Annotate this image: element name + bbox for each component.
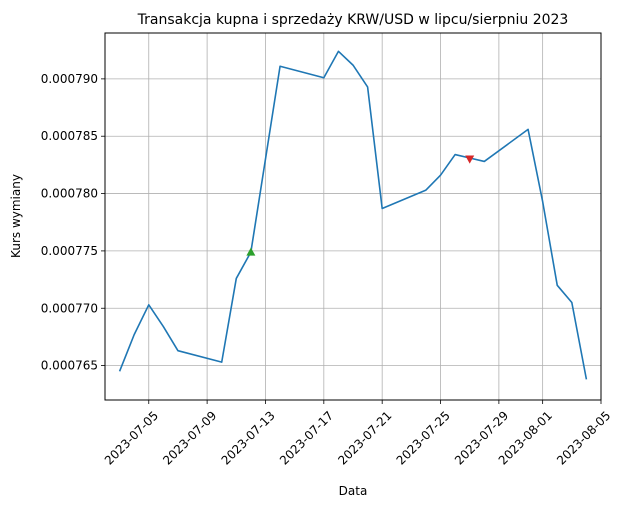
y-tick-label: 0.000765 bbox=[41, 359, 98, 373]
chart-title: Transakcja kupna i sprzedaży KRW/USD w l… bbox=[137, 12, 569, 28]
y-tick-label: 0.000780 bbox=[41, 187, 98, 201]
y-tick-label: 0.000785 bbox=[41, 129, 98, 143]
sell-marker bbox=[465, 155, 475, 164]
plot-frame bbox=[104, 32, 602, 401]
markers bbox=[246, 155, 475, 256]
buy-marker bbox=[246, 247, 256, 256]
series-line bbox=[118, 50, 588, 380]
y-axis-label: Kurs wymiany bbox=[9, 174, 23, 258]
y-tick-label: 0.000790 bbox=[41, 72, 98, 86]
y-axis-ticks: 0.000765 0.000770 0.000775 0.000780 0.000785… bbox=[41, 72, 105, 373]
x-axis-label: Data bbox=[339, 484, 368, 498]
y-tick-label: 0.000775 bbox=[41, 244, 98, 258]
y-tick-label: 0.000770 bbox=[41, 301, 98, 315]
